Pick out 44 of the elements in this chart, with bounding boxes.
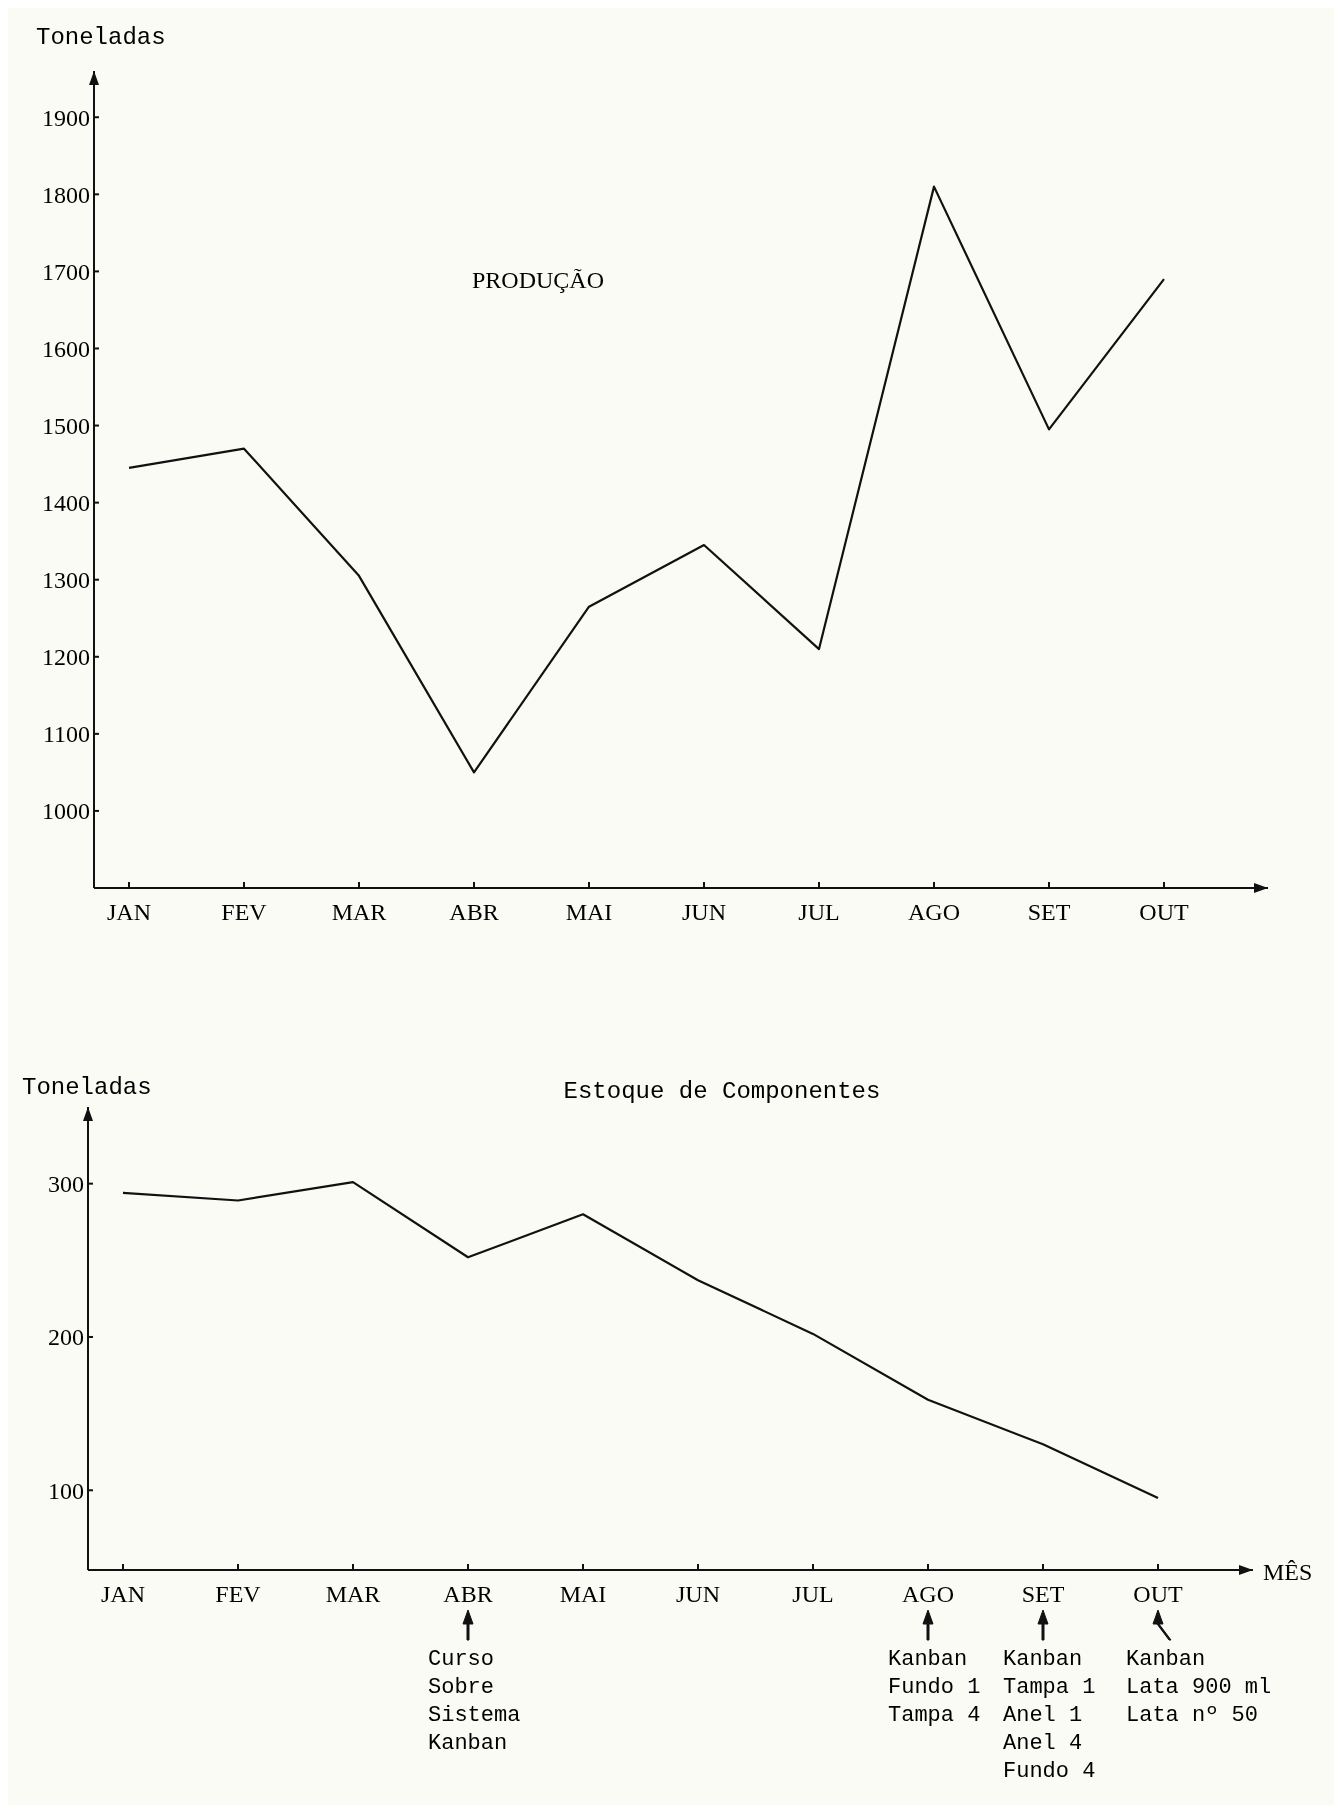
text: Curso Sobre Sistema Kanban [428, 1647, 521, 1756]
x-tick-label: JUL [798, 899, 840, 925]
x-tick-label: JUL [792, 1581, 834, 1607]
y-tick-label: 1000 [42, 798, 90, 825]
x-tick-label: JAN [106, 899, 152, 925]
x-tick-label: MAI [559, 1581, 607, 1607]
y-tick-label: 1600 [42, 335, 90, 362]
y-tick-label: 100 [48, 1477, 84, 1504]
x-tick-label: JUN [675, 1581, 721, 1607]
text: PRODUÇÃO [471, 267, 605, 293]
x-tick-label: JUN [681, 899, 727, 925]
y-tick-label: 1700 [42, 258, 90, 285]
y-tick-label: 1500 [42, 412, 90, 439]
x-tick-label: OUT [1133, 1581, 1183, 1607]
x-tick-label: OUT [1139, 899, 1189, 925]
text: Kanban Tampa 1 Anel 1 Anel 4 Fundo 4 [1003, 1647, 1096, 1784]
y-tick-label: 1200 [42, 644, 90, 671]
y-tick-label: 1100 [42, 721, 90, 748]
x-tick-label: MAR [331, 899, 387, 925]
y-tick-label: 1900 [42, 104, 90, 131]
x-tick-label: JAN [100, 1581, 146, 1607]
y-tick-label: 1400 [42, 490, 90, 517]
line-series [121, 1181, 1160, 1500]
x-tick-label: ABR [449, 899, 499, 925]
x-tick-label: AGO [908, 899, 960, 925]
line-series [127, 185, 1166, 774]
x-axis-title: MÊS [1263, 1559, 1313, 1585]
y-tick-label: 200 [48, 1324, 84, 1351]
y-axis-title: Toneladas [36, 24, 166, 51]
x-tick-label: MAR [325, 1581, 381, 1607]
y-tick-label: 1800 [42, 181, 90, 208]
y-axis-title: Toneladas [22, 1074, 152, 1101]
y-tick-label: 300 [48, 1171, 84, 1198]
y-tick-label: 1300 [42, 567, 90, 594]
x-tick-label: FEV [215, 1581, 262, 1607]
text: Kanban Lata 900 ml Lata nº 50 [1126, 1647, 1272, 1728]
x-tick-label: AGO [902, 1581, 954, 1607]
x-tick-label: FEV [221, 899, 268, 925]
text: Kanban Fundo 1 Tampa 4 [888, 1647, 981, 1728]
chart-title: Estoque de Componentes [563, 1078, 881, 1105]
x-tick-label: SET [1021, 1581, 1065, 1607]
x-tick-label: ABR [443, 1581, 493, 1607]
x-tick-label: SET [1027, 899, 1071, 925]
x-tick-label: MAI [565, 899, 613, 925]
